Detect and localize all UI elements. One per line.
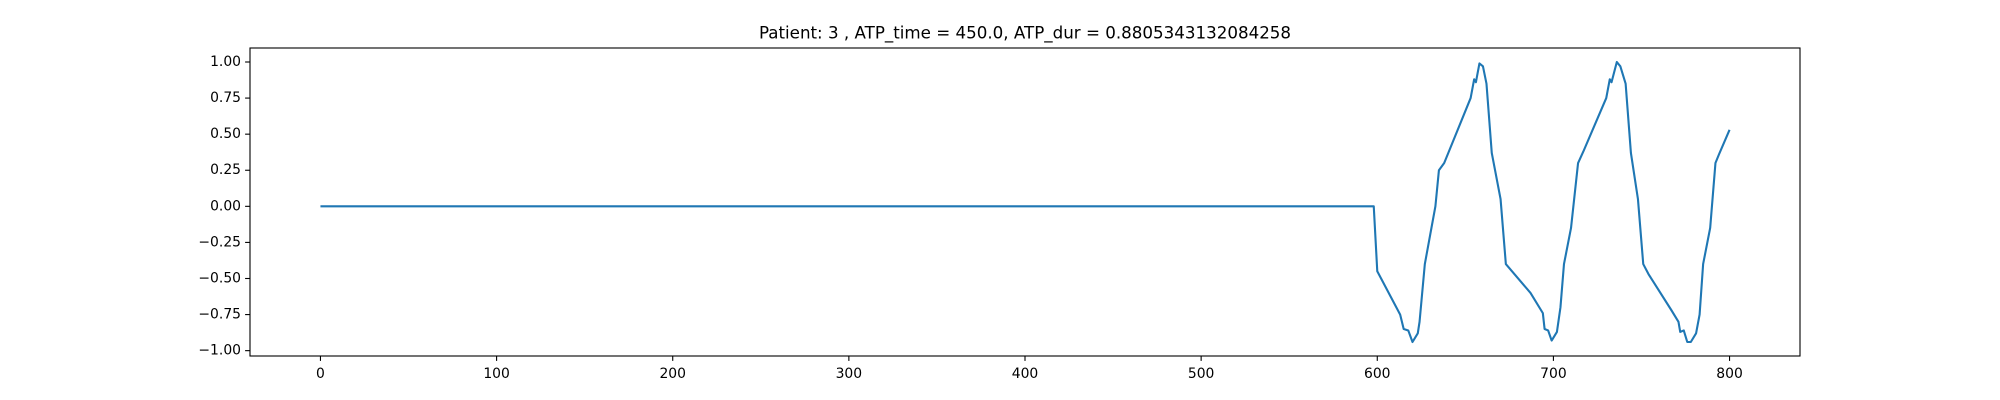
y-tick-label: 0.00 (210, 198, 241, 214)
y-tick-label: 0.75 (210, 90, 241, 106)
x-tick-label: 500 (1188, 366, 1215, 382)
y-tick-label: −0.25 (198, 234, 241, 250)
chart-title: Patient: 3 , ATP_time = 450.0, ATP_dur =… (759, 23, 1291, 44)
x-tick-label: 800 (1716, 366, 1743, 382)
y-tick-label: 0.50 (210, 126, 241, 142)
data-line (320, 60, 1731, 344)
x-tick-label: 700 (1540, 366, 1567, 382)
x-tick-label: 0 (316, 366, 325, 382)
y-tick-label: 0.25 (210, 162, 241, 178)
x-tick-label: 300 (836, 366, 863, 382)
x-tick-label: 400 (1012, 366, 1039, 382)
y-tick-label: 1.00 (210, 54, 241, 70)
x-tick-label: 200 (659, 366, 686, 382)
x-tick-label: 600 (1364, 366, 1391, 382)
y-tick-label: −1.00 (198, 343, 241, 359)
x-tick-label: 100 (483, 366, 510, 382)
plot-frame (249, 47, 1801, 357)
y-tick-label: −0.75 (198, 307, 241, 323)
y-tick-label: −0.50 (198, 270, 241, 286)
